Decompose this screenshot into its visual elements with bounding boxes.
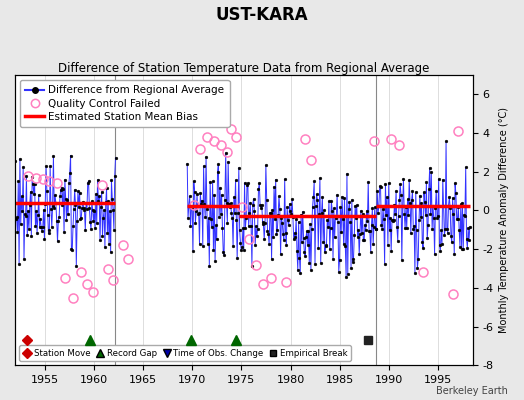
Y-axis label: Monthly Temperature Anomaly Difference (°C): Monthly Temperature Anomaly Difference (…: [499, 107, 509, 333]
Legend: Station Move, Record Gap, Time of Obs. Change, Empirical Break: Station Move, Record Gap, Time of Obs. C…: [19, 345, 351, 361]
Text: Berkeley Earth: Berkeley Earth: [436, 386, 508, 396]
Title: Difference of Station Temperature Data from Regional Average: Difference of Station Temperature Data f…: [58, 62, 430, 75]
Text: UST-KARA: UST-KARA: [216, 6, 308, 24]
